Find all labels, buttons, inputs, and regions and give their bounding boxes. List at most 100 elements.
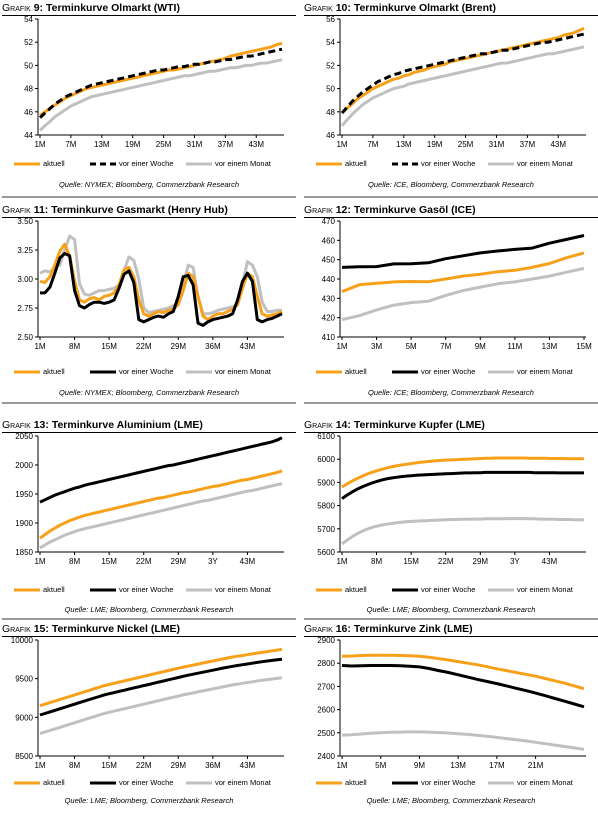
legend-aktuell: aktuell: [345, 585, 367, 594]
y-tick-label: 2.50: [17, 333, 33, 342]
panel-separator: [2, 196, 296, 198]
legend-vor-monat: vor einem Monat: [215, 778, 271, 787]
y-tick-label: 48: [326, 108, 335, 117]
line-chart: 2400 2500 2600 2700 2800 2900 1M 5M 9M 13M 17M 21M: [317, 636, 586, 770]
y-tick-label: 1850: [15, 548, 33, 557]
x-tick-label: 21M: [528, 761, 544, 770]
y-tick-label: 2600: [317, 706, 335, 715]
x-tick-label: 29M: [171, 342, 187, 351]
series-vor-einer-woche: [40, 252, 283, 327]
grafik-label: Grafik: [2, 2, 31, 14]
chart-title: Terminkurve Kupfer (LME): [353, 419, 485, 431]
legend-vor-woche: vor einer Woche: [119, 585, 174, 594]
x-tick-label: 9M: [475, 342, 486, 351]
chart-title: Terminkurve Zink (LME): [353, 623, 473, 635]
panel-title: Grafik 10: Terminkurve Olmarkt (Brent): [304, 2, 598, 16]
chart-source: Quelle: NYMEX; Bloomberg, Commerzbank Re…: [58, 388, 240, 397]
panel-separator: [304, 618, 598, 620]
x-tick-label: 22M: [136, 557, 152, 566]
series-vor-einem-monat: [39, 676, 283, 736]
y-tick-label: 410: [322, 333, 336, 342]
panel-title: Grafik 13: Terminkurve Aluminium (LME): [2, 419, 296, 433]
chart-title: Terminkurve Olmarkt (Brent): [353, 2, 496, 14]
y-tick-label: 50: [24, 61, 33, 70]
line-chart: 410 420 430 440 450 460 470 1M 3M 5M 7M 9M 11M 13M 15M: [322, 217, 592, 351]
x-tick-label: 8M: [69, 342, 80, 351]
y-tick-label: 44: [24, 131, 33, 140]
chart-panel-wti: Grafik 9: Terminkurve Olmarkt (WTI) 44 46…: [2, 2, 296, 202]
grafik-number: 9:: [33, 2, 44, 14]
y-tick-label: 54: [24, 15, 33, 24]
x-tick-label: 15M: [101, 761, 117, 770]
series-vor-einer-woche: [341, 664, 585, 709]
y-tick-label: 470: [322, 217, 336, 226]
y-tick-label: 50: [326, 85, 335, 94]
x-tick-label: 36M: [205, 761, 221, 770]
x-tick-label: 7M: [65, 140, 76, 149]
x-tick-label: 3Y: [208, 557, 218, 566]
y-tick-label: 2050: [15, 432, 33, 441]
x-tick-label: 7M: [367, 140, 378, 149]
line-chart: 2.50 2.75 3.00 3.25 3.50 1M 8M 15M 22M 29M 36M 43M: [17, 217, 284, 351]
x-tick-label: 15M: [576, 342, 592, 351]
legend-aktuell: aktuell: [43, 367, 65, 376]
chart-source: Quelle: LME; Bloomberg, Commerzbank Rese…: [366, 605, 536, 614]
y-tick-label: 5800: [317, 502, 335, 511]
y-tick-label: 3.25: [17, 246, 33, 255]
x-tick-label: 25M: [458, 140, 474, 149]
x-tick-label: 8M: [69, 557, 80, 566]
legend-vor-monat: vor einem Monat: [215, 367, 271, 376]
x-tick-label: 1M: [336, 342, 347, 351]
x-tick-label: 29M: [171, 557, 187, 566]
x-tick-label: 31M: [489, 140, 505, 149]
x-tick-label: 15M: [101, 342, 117, 351]
x-tick-label: 1M: [34, 557, 45, 566]
chart-source: Quelle: LME; Bloomberg, Commerzbank Rese…: [366, 796, 536, 805]
grafik-number: 11:: [33, 204, 49, 216]
legend-vor-woche: vor einer Woche: [421, 367, 476, 376]
series-vor-einer-woche: [39, 657, 283, 717]
grafik-label: Grafik: [304, 419, 333, 431]
line-chart: 44 46 48 50 52 54 1M 7M 13M 19M 25M 31M 37M 43M: [24, 15, 284, 149]
series-vor-einem-monat: [39, 482, 283, 550]
grafik-label: Grafik: [304, 623, 333, 635]
x-tick-label: 5M: [406, 342, 417, 351]
x-tick-label: 31M: [187, 140, 203, 149]
y-tick-label: 9000: [15, 713, 33, 722]
series-vor-einem-monat: [38, 58, 283, 132]
chart-source: Quelle: ICE, Bloomberg, Commerzbank Rese…: [368, 180, 534, 189]
y-tick-label: 56: [326, 15, 335, 24]
x-tick-label: 43M: [550, 140, 566, 149]
x-tick-label: 15M: [403, 557, 419, 566]
legend-aktuell: aktuell: [345, 778, 367, 787]
series-aktuell: [39, 647, 283, 708]
x-tick-label: 3M: [371, 342, 382, 351]
x-tick-label: 37M: [520, 140, 536, 149]
legend-aktuell: aktuell: [43, 778, 65, 787]
y-tick-label: 460: [322, 236, 336, 245]
x-tick-label: 1M: [34, 761, 45, 770]
x-tick-label: 1M: [34, 140, 45, 149]
chart-panel-aluminium: Grafik 13: Terminkurve Aluminium (LME) 1…: [2, 419, 296, 620]
series-vor-einer-woche: [341, 234, 585, 269]
series-vor-einem-monat: [341, 730, 585, 751]
grafik-number: 12:: [335, 204, 351, 216]
chart-panel-zink: Grafik 16: Terminkurve Zink (LME) 2400 25…: [304, 623, 598, 823]
panel-title: Grafik 14: Terminkurve Kupfer (LME): [304, 419, 598, 433]
grafik-label: Grafik: [304, 2, 333, 14]
chart-panel-gasoel: Grafik 12: Terminkurve Gasöl (ICE) 410 42…: [304, 204, 598, 404]
x-tick-label: 1M: [34, 342, 45, 351]
x-tick-label: 17M: [489, 761, 505, 770]
x-tick-label: 43M: [240, 342, 256, 351]
series-vor-einer-woche: [340, 32, 585, 114]
series-vor-einem-monat: [340, 45, 585, 127]
x-tick-label: 1M: [336, 557, 347, 566]
legend-vor-woche: vor einer Woche: [119, 367, 174, 376]
grafik-number: 15:: [33, 623, 49, 635]
y-tick-label: 54: [326, 38, 335, 47]
grafik-label: Grafik: [2, 204, 31, 216]
y-tick-label: 2500: [317, 729, 335, 738]
y-tick-label: 10000: [11, 636, 34, 645]
series-vor-einer-woche: [38, 47, 283, 119]
x-tick-label: 9M: [414, 761, 425, 770]
